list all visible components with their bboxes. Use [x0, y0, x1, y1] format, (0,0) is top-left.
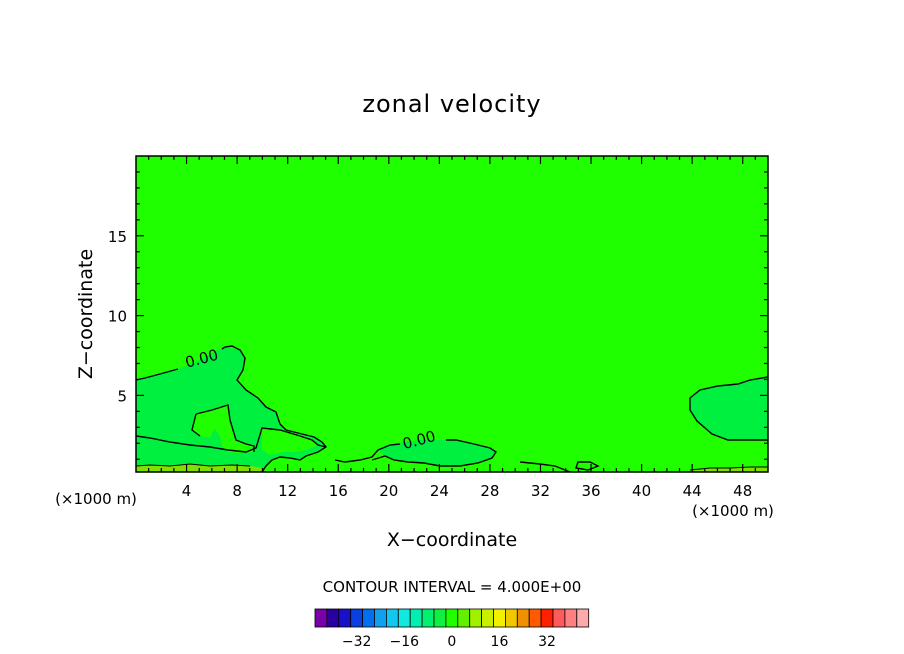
colorbar-swatch: [457, 608, 471, 628]
y-tick-labels: 5 10 15: [108, 228, 127, 406]
x-unit-left: (×1000 m): [55, 490, 137, 508]
colorbar-swatch: [552, 608, 566, 628]
colorbar-tick-label: 32: [538, 634, 556, 650]
y-axis-label: Z−coordinate: [75, 249, 97, 379]
y-tick-label: 15: [108, 228, 127, 246]
contour-line-inner-patch: [191, 404, 255, 452]
colorbar-swatch: [504, 608, 518, 628]
colorbar-swatch: [421, 608, 435, 628]
colorbar-tick-label: −16: [389, 634, 419, 650]
inner-positive-patch-2: [262, 428, 318, 455]
colorbar-swatch: [481, 608, 494, 628]
colorbar-swatch: [493, 608, 506, 628]
x-unit-right: (×1000 m): [692, 502, 774, 520]
colorbar-swatch: [445, 608, 459, 628]
x-tick-label: 48: [733, 482, 752, 500]
colorbar-tick-label: −32: [342, 634, 372, 650]
colorbar-swatch: [516, 608, 530, 628]
colorbar-swatch: [326, 608, 340, 628]
colorbar-swatch: [314, 608, 328, 628]
x-tick-label: 28: [480, 482, 499, 500]
contour-line-bottom-left: [135, 463, 251, 467]
x-tick-labels: 4 8 12 16 20 24 28 32 36 40 44 48: [182, 482, 752, 500]
x-tick-label: 4: [182, 482, 192, 500]
colorbar-tick-labels: −32 −16 0 16 32: [342, 634, 556, 650]
contour-line-small-2: [575, 461, 600, 471]
colorbar: [314, 608, 590, 628]
axis-ticks: [136, 156, 768, 472]
colorbar-swatch: [397, 608, 411, 628]
colorbar-swatch: [528, 608, 542, 628]
contour-line-zero-mid: [334, 439, 497, 467]
colorbar-tick-label: 0: [447, 634, 456, 650]
x-tick-label: 40: [632, 482, 651, 500]
colorbar-swatch: [338, 608, 352, 628]
y-tick-label: 10: [108, 308, 127, 326]
colorbar-swatch: [350, 608, 364, 628]
colorbar-swatch: [576, 608, 590, 628]
colorbar-swatch: [469, 608, 483, 628]
x-axis-label: X−coordinate: [387, 529, 517, 551]
colorbar-swatch: [564, 608, 578, 628]
colorbar-swatch: [374, 608, 387, 628]
contour-line-small-1: [519, 461, 571, 473]
colorbar-swatch: [385, 608, 399, 628]
contour-interval-label: CONTOUR INTERVAL = 4.000E+00: [323, 578, 582, 596]
colorbar-swatch: [362, 608, 375, 628]
chart-title: zonal velocity: [362, 90, 541, 118]
colorbar-tick-label: 16: [491, 634, 509, 650]
x-tick-label: 12: [278, 482, 297, 500]
contour-line-zero-left-inner: [135, 427, 327, 453]
plot-area: 0.000.00: [135, 155, 769, 473]
contour-line-zero-left-outer: [135, 345, 328, 473]
x-tick-label: 36: [581, 482, 600, 500]
y-tick-label: 5: [117, 387, 127, 405]
contour-lines: [135, 345, 769, 473]
x-tick-label: 16: [329, 482, 348, 500]
x-tick-label: 44: [683, 482, 702, 500]
x-tick-label: 24: [430, 482, 449, 500]
colorbar-swatch: [540, 608, 554, 628]
x-tick-label: 8: [232, 482, 242, 500]
contour-line-zero-right: [689, 376, 769, 441]
x-tick-label: 20: [379, 482, 398, 500]
colorbar-swatch: [409, 608, 423, 628]
negative-region-mid: [378, 440, 496, 466]
colorbar-swatch: [433, 608, 447, 628]
x-tick-label: 32: [531, 482, 550, 500]
negative-region-right: [690, 377, 768, 440]
